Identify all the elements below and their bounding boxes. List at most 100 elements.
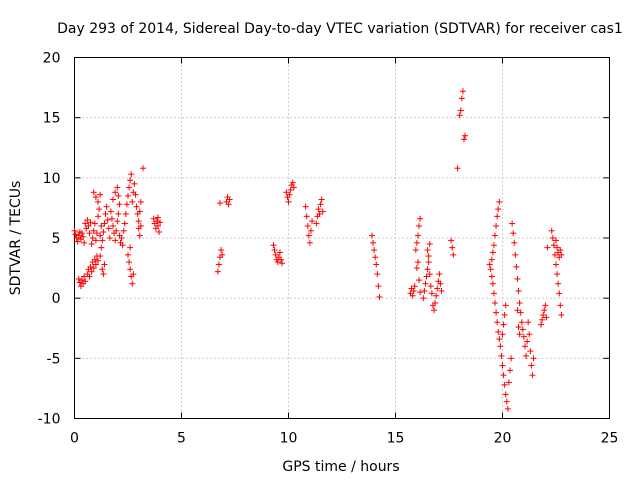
data-point bbox=[421, 287, 428, 294]
data-point bbox=[90, 227, 97, 234]
data-point bbox=[413, 265, 420, 272]
data-point bbox=[74, 238, 81, 245]
data-point bbox=[462, 132, 469, 139]
data-point bbox=[153, 218, 160, 225]
data-point bbox=[86, 230, 93, 237]
data-point bbox=[487, 266, 494, 273]
data-point bbox=[316, 210, 323, 217]
data-point bbox=[88, 241, 95, 248]
data-point bbox=[129, 198, 136, 205]
data-point bbox=[456, 112, 463, 119]
data-point bbox=[413, 239, 420, 246]
data-point bbox=[425, 253, 432, 260]
data-point bbox=[501, 312, 508, 319]
data-point bbox=[319, 208, 326, 215]
data-point bbox=[499, 362, 506, 369]
data-point bbox=[150, 215, 157, 222]
data-point bbox=[494, 213, 501, 220]
data-point bbox=[100, 271, 107, 278]
data-point bbox=[553, 261, 559, 268]
data-point bbox=[113, 227, 120, 234]
data-point bbox=[428, 290, 435, 297]
data-point bbox=[432, 299, 439, 306]
data-point bbox=[505, 379, 512, 386]
x-tick-label: 20 bbox=[494, 431, 512, 447]
data-point bbox=[112, 189, 119, 196]
data-point bbox=[372, 254, 379, 261]
data-point bbox=[436, 271, 443, 278]
data-point bbox=[87, 219, 94, 226]
data-point bbox=[499, 331, 506, 338]
data-point bbox=[373, 261, 380, 268]
data-point bbox=[135, 218, 142, 225]
data-point bbox=[317, 201, 324, 208]
data-point bbox=[139, 165, 146, 172]
data-point bbox=[501, 381, 508, 388]
data-point bbox=[313, 220, 320, 227]
data-point bbox=[127, 266, 134, 273]
data-point bbox=[87, 263, 94, 270]
data-point bbox=[157, 219, 164, 226]
data-point bbox=[516, 299, 523, 306]
data-point bbox=[414, 259, 421, 266]
data-point bbox=[557, 247, 564, 254]
data-point bbox=[412, 247, 419, 254]
y-tick-label: -5 bbox=[47, 351, 61, 367]
data-point bbox=[557, 302, 564, 309]
data-point bbox=[375, 283, 382, 290]
data-point bbox=[89, 235, 96, 241]
data-point bbox=[95, 198, 102, 205]
data-point bbox=[433, 292, 440, 299]
data-point bbox=[489, 280, 496, 287]
data-point bbox=[549, 235, 556, 241]
data-point bbox=[544, 244, 551, 251]
data-point bbox=[538, 321, 545, 328]
data-point bbox=[103, 203, 110, 210]
data-point bbox=[217, 200, 224, 207]
data-point bbox=[510, 230, 517, 237]
data-point bbox=[71, 227, 78, 234]
data-point bbox=[81, 239, 88, 246]
y-tick-label: -10 bbox=[38, 412, 61, 428]
data-point bbox=[302, 203, 309, 210]
data-point bbox=[509, 220, 516, 227]
data-point bbox=[500, 321, 507, 328]
data-point bbox=[523, 352, 530, 359]
data-point bbox=[504, 405, 511, 412]
data-point bbox=[454, 165, 461, 172]
data-point bbox=[515, 324, 522, 331]
x-tick-label: 0 bbox=[70, 431, 79, 447]
data-point bbox=[514, 275, 521, 282]
data-point bbox=[85, 222, 92, 229]
data-point bbox=[459, 88, 466, 95]
data-point bbox=[508, 355, 515, 362]
data-point bbox=[128, 171, 135, 178]
data-point bbox=[290, 184, 297, 191]
data-point bbox=[116, 201, 123, 208]
data-point bbox=[514, 307, 521, 314]
data-point bbox=[271, 247, 278, 254]
x-tick-label: 5 bbox=[177, 431, 186, 447]
data-point bbox=[136, 208, 143, 215]
y-tick-label: 0 bbox=[52, 291, 61, 307]
data-point bbox=[75, 275, 82, 282]
data-point bbox=[289, 179, 296, 186]
data-point bbox=[303, 213, 310, 220]
data-point bbox=[154, 222, 161, 229]
data-point bbox=[513, 263, 520, 270]
y-tick-label: 10 bbox=[43, 171, 61, 187]
data-point bbox=[137, 198, 144, 205]
data-point bbox=[115, 192, 122, 199]
data-point bbox=[515, 287, 522, 294]
data-point bbox=[422, 280, 429, 287]
data-point bbox=[550, 242, 557, 249]
data-point bbox=[72, 231, 79, 238]
chart-title: Day 293 of 2014, Sidereal Day-to-day VTE… bbox=[57, 21, 623, 37]
data-point bbox=[93, 230, 100, 237]
data-point bbox=[371, 247, 378, 254]
data-point bbox=[287, 186, 294, 193]
data-point bbox=[539, 316, 546, 323]
data-point bbox=[98, 222, 105, 229]
data-point bbox=[495, 206, 502, 213]
data-point bbox=[91, 256, 98, 263]
